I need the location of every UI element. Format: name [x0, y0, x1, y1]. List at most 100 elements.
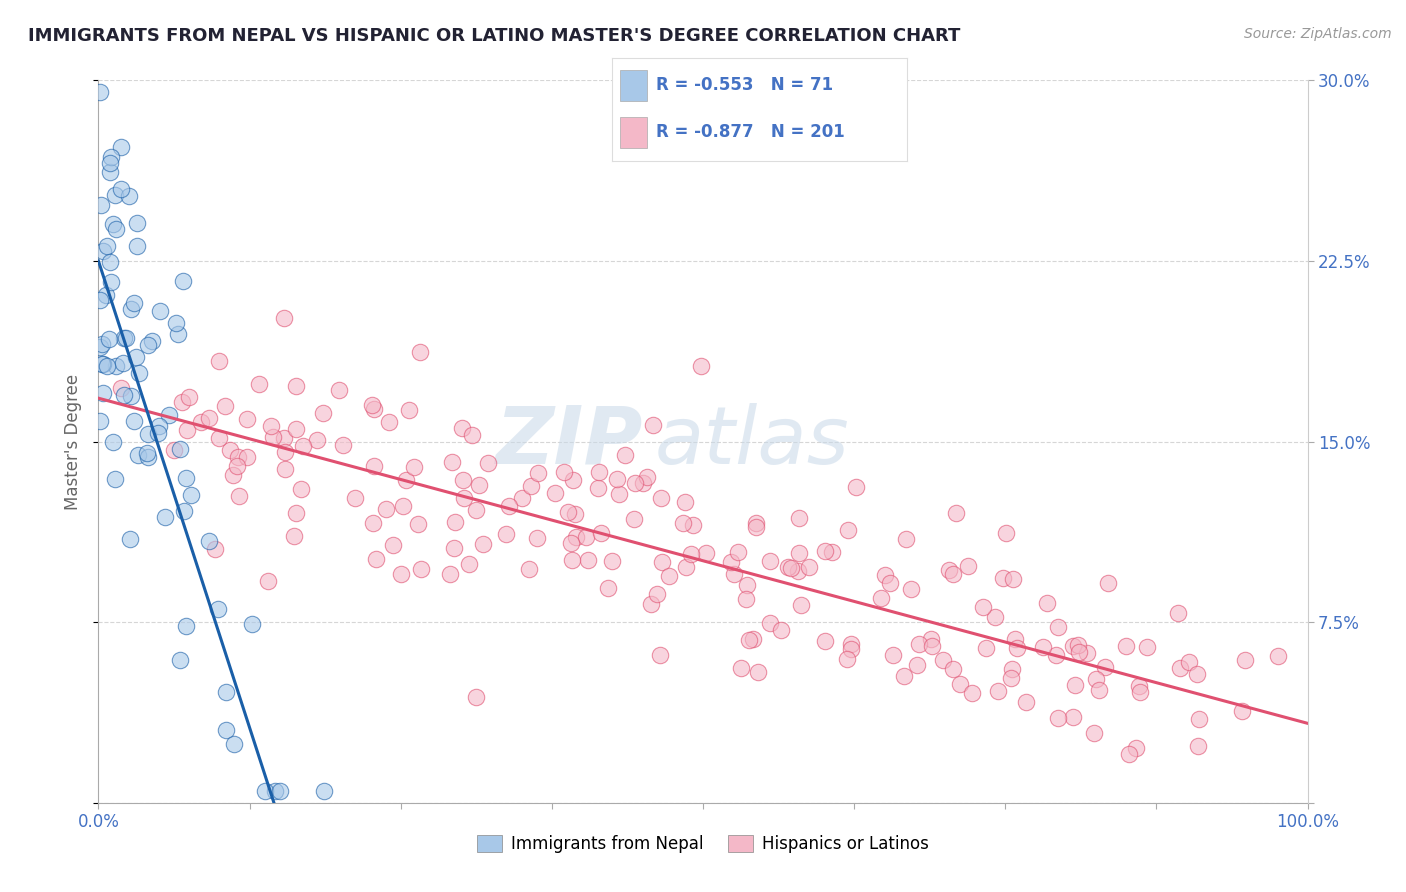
- Point: [273, 462, 295, 476]
- Point: [1045, 648, 1067, 662]
- Bar: [620, 118, 647, 148]
- Point: [290, 482, 312, 496]
- Point: [307, 434, 329, 448]
- Point: [100, 275, 122, 289]
- Point: [332, 438, 354, 452]
- Point: [517, 561, 540, 575]
- Point: [1115, 639, 1137, 653]
- Point: [163, 443, 186, 458]
- Point: [942, 567, 965, 582]
- Point: [208, 431, 231, 445]
- Point: [228, 490, 250, 504]
- Point: [136, 338, 159, 352]
- Point: [949, 676, 972, 690]
- Point: [89, 85, 111, 99]
- Point: [153, 510, 176, 524]
- Point: [1064, 678, 1087, 692]
- Point: [1233, 653, 1256, 667]
- Point: [873, 567, 896, 582]
- Point: [236, 412, 259, 426]
- Point: [495, 526, 517, 541]
- Point: [103, 435, 125, 450]
- Point: [557, 505, 579, 519]
- Point: [222, 467, 245, 482]
- Point: [960, 686, 983, 700]
- Point: [598, 581, 620, 595]
- Point: [204, 541, 226, 556]
- Point: [561, 553, 583, 567]
- Point: [218, 443, 240, 458]
- Point: [589, 525, 612, 540]
- Point: [908, 637, 931, 651]
- Point: [101, 217, 124, 231]
- Point: [226, 450, 249, 464]
- Point: [1083, 725, 1105, 739]
- Point: [284, 421, 307, 435]
- Point: [972, 600, 994, 615]
- Point: [1062, 709, 1084, 723]
- Point: [128, 366, 150, 380]
- Point: [835, 652, 858, 666]
- Point: [98, 165, 121, 179]
- Point: [543, 485, 565, 500]
- Point: [127, 239, 149, 253]
- Point: [112, 388, 135, 402]
- Point: [512, 491, 534, 506]
- Point: [444, 516, 467, 530]
- Point: [284, 506, 307, 520]
- Point: [118, 532, 141, 546]
- Point: [392, 499, 415, 513]
- Point: [689, 359, 711, 373]
- Point: [1062, 639, 1084, 653]
- Point: [658, 569, 681, 583]
- Point: [1097, 576, 1119, 591]
- Point: [344, 491, 367, 505]
- Point: [1118, 747, 1140, 761]
- Point: [477, 456, 499, 470]
- Point: [190, 415, 212, 429]
- Point: [920, 632, 942, 646]
- Point: [124, 296, 146, 310]
- Point: [1188, 712, 1211, 726]
- Point: [91, 357, 114, 371]
- Point: [1129, 685, 1152, 699]
- Point: [741, 632, 763, 646]
- Point: [814, 543, 837, 558]
- Point: [894, 532, 917, 546]
- Point: [118, 189, 141, 203]
- Point: [1001, 662, 1024, 676]
- Point: [176, 619, 198, 633]
- Point: [104, 222, 127, 236]
- Point: [893, 669, 915, 683]
- Point: [869, 591, 891, 606]
- Point: [941, 662, 963, 676]
- Point: [643, 417, 665, 432]
- Point: [526, 466, 548, 480]
- Point: [631, 476, 654, 491]
- Point: [149, 304, 172, 318]
- Point: [1230, 704, 1253, 718]
- Point: [222, 738, 245, 752]
- Point: [464, 502, 486, 516]
- Point: [1088, 683, 1111, 698]
- Point: [720, 555, 742, 569]
- Point: [291, 439, 314, 453]
- Point: [1001, 572, 1024, 586]
- Point: [607, 486, 630, 500]
- Point: [921, 639, 943, 653]
- Point: [651, 555, 673, 569]
- Point: [1004, 632, 1026, 646]
- Point: [198, 533, 221, 548]
- Point: [526, 531, 548, 545]
- Point: [90, 197, 112, 211]
- Point: [640, 597, 662, 611]
- Point: [845, 480, 868, 494]
- Point: [727, 545, 749, 559]
- Point: [1032, 640, 1054, 655]
- Point: [136, 450, 159, 464]
- Point: [682, 518, 704, 533]
- Point: [735, 578, 758, 592]
- Point: [787, 546, 810, 560]
- Point: [127, 449, 149, 463]
- Point: [451, 421, 474, 435]
